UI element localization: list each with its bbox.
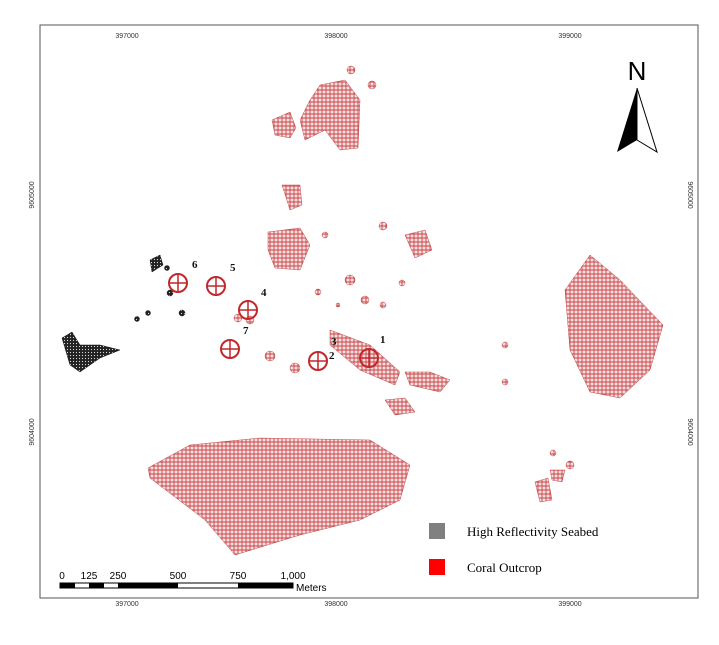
point-label: 1 xyxy=(380,334,386,346)
legend-swatch xyxy=(429,559,445,575)
point-label: 2 xyxy=(329,350,335,362)
north-arrow: N xyxy=(617,56,658,154)
point-marker xyxy=(169,274,187,292)
scale-label: 750 xyxy=(230,571,247,582)
scale-label: 1,000 xyxy=(280,571,305,582)
scale-label: 500 xyxy=(170,571,187,582)
grid-label: 398000 xyxy=(324,33,347,40)
point-marker xyxy=(309,352,327,370)
grid-label: 9605000 xyxy=(686,181,693,208)
point-label: 7 xyxy=(243,325,249,337)
point-label: 5 xyxy=(230,262,236,274)
point-marker xyxy=(360,349,378,367)
grid-label: 397000 xyxy=(115,601,138,608)
legend-swatch xyxy=(429,523,445,539)
high-reflectivity-areas xyxy=(61,254,186,373)
scale-label: 125 xyxy=(81,571,98,582)
grid-label: 397000 xyxy=(115,33,138,40)
point-label: 6 xyxy=(192,259,198,271)
scale-bar xyxy=(59,582,294,589)
grid-label: 9604000 xyxy=(686,418,693,445)
legend-label: High Reflectivity Seabed xyxy=(467,524,599,539)
scale-unit: Meters xyxy=(296,583,327,594)
grid-label: 399000 xyxy=(558,601,581,608)
north-label: N xyxy=(628,56,647,86)
grid-label: 9604000 xyxy=(29,418,36,445)
point-label: 3 xyxy=(331,336,337,348)
legend-label: Coral Outcrop xyxy=(467,560,542,575)
point-label: 4 xyxy=(261,287,267,299)
scale-label: 250 xyxy=(110,571,127,582)
scale-label: 0 xyxy=(59,571,65,582)
point-marker xyxy=(221,340,239,358)
grid-label: 9605000 xyxy=(29,181,36,208)
grid-label: 398000 xyxy=(324,601,347,608)
point-marker xyxy=(207,277,225,295)
grid-label: 399000 xyxy=(558,33,581,40)
point-marker xyxy=(239,301,257,319)
